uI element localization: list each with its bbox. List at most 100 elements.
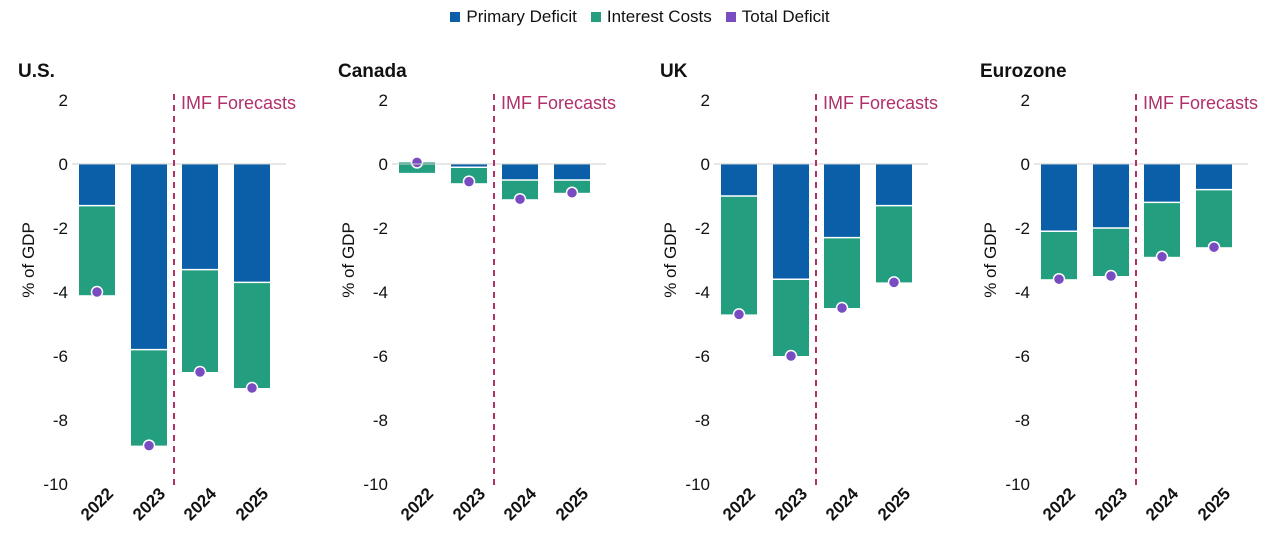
y-tick-label: -2 [695,219,710,238]
total-deficit-dot [193,365,207,379]
x-tick-label: 2024 [180,484,221,525]
y-tick-label: -6 [1015,347,1030,366]
y-tick-label: -10 [685,475,710,494]
y-tick-label: -2 [53,219,68,238]
y-axis-label-eurozone: % of GDP [981,222,1000,298]
x-tick-label: 2025 [1194,484,1234,524]
y-axis-label-canada: % of GDP [339,222,358,298]
legend: Primary Deficit Interest Costs Total Def… [0,7,1280,27]
y-tick-label: -4 [695,283,710,302]
panel-title-u-s: U.S. [18,61,55,82]
y-tick-label: -2 [373,219,388,238]
y-tick-label: 2 [379,91,388,110]
bar-interest-costs [1196,189,1232,248]
bar-primary-deficit [554,164,590,180]
bar-primary-deficit [234,164,270,283]
bar-primary-deficit [876,164,912,206]
total-deficit-dot [1052,272,1066,286]
x-tick-label: 2025 [874,484,914,524]
x-tick-label: 2023 [1091,484,1131,524]
x-tick-label: 2022 [1039,484,1079,524]
bar-primary-deficit [451,164,487,168]
y-axis-label-u-s: % of GDP [19,222,38,298]
total-deficit-dot [90,285,104,299]
legend-swatch-total [725,12,736,22]
bar-primary-deficit [182,164,218,270]
total-deficit-dot [1104,269,1118,283]
y-tick-label: 0 [1021,155,1030,174]
bar-primary-deficit [721,164,757,196]
x-tick-label: 2023 [771,484,811,524]
legend-item-total-deficit: Total Deficit [725,7,830,27]
legend-item-interest-costs: Interest Costs [590,7,712,27]
legend-label-interest: Interest Costs [606,7,712,26]
legend-item-primary-deficit: Primary Deficit [450,7,577,27]
y-tick-label: -4 [53,283,68,302]
legend-swatch-primary [450,12,461,22]
x-tick-label: 2024 [822,484,863,525]
panel-title-canada: Canada [338,61,407,82]
bar-primary-deficit [79,164,115,206]
bar-interest-costs [451,167,487,184]
bar-primary-deficit [502,164,538,180]
x-tick-label: 2025 [232,484,272,524]
bar-interest-costs [876,205,912,283]
bar-interest-costs [773,279,809,356]
legend-label-total: Total Deficit [741,7,830,26]
bar-primary-deficit [1144,164,1180,203]
y-tick-label: -10 [363,475,388,494]
total-deficit-dot [513,192,527,206]
total-deficit-dot [142,439,156,452]
bar-interest-costs [79,205,115,296]
bar-interest-costs [131,349,167,446]
bar-interest-costs [234,282,270,388]
bar-interest-costs [554,180,590,193]
y-tick-label: -6 [53,347,68,366]
total-deficit-dot [835,301,849,315]
x-tick-label: 2024 [1142,484,1183,525]
legend-swatch-interest [590,12,601,22]
y-tick-label: -6 [373,347,388,366]
x-tick-label: 2024 [500,484,541,525]
bar-primary-deficit [824,164,860,238]
y-tick-label: -10 [43,475,68,494]
y-tick-label: -4 [1015,283,1030,302]
y-tick-label: -2 [1015,219,1030,238]
forecast-label: IMF Forecasts [181,93,296,113]
panel-title-uk: UK [660,61,688,82]
y-tick-label: 0 [379,155,388,174]
forecast-label: IMF Forecasts [823,93,938,113]
bar-primary-deficit [773,164,809,280]
x-tick-label: 2022 [719,484,759,524]
y-tick-label: -8 [373,411,388,430]
bar-interest-costs [1144,202,1180,257]
bar-primary-deficit [131,164,167,350]
bar-interest-costs [721,196,757,315]
legend-label-primary: Primary Deficit [466,7,577,26]
y-tick-label: -4 [373,283,388,302]
y-tick-label: 2 [1021,91,1030,110]
bar-primary-deficit [1093,164,1129,228]
total-deficit-dot [732,308,746,321]
total-deficit-dot [887,276,901,289]
y-tick-label: 2 [701,91,710,110]
y-tick-label: -10 [1005,475,1030,494]
total-deficit-dot [245,381,259,395]
panel-title-eurozone: Eurozone [980,61,1067,82]
bar-interest-costs [1093,228,1129,276]
total-deficit-dot [1155,250,1169,264]
bar-primary-deficit [1196,164,1232,190]
total-deficit-dot [784,349,798,363]
x-tick-label: 2023 [129,484,169,524]
y-tick-label: 2 [59,91,68,110]
forecast-label: IMF Forecasts [501,93,616,113]
bar-interest-costs [1041,231,1077,280]
x-tick-label: 2025 [552,484,592,524]
x-tick-label: 2023 [449,484,489,524]
forecast-label: IMF Forecasts [1143,93,1258,113]
y-tick-label: -6 [695,347,710,366]
bar-primary-deficit [1041,164,1077,232]
x-tick-label: 2022 [77,484,117,524]
total-deficit-dot [462,175,476,188]
